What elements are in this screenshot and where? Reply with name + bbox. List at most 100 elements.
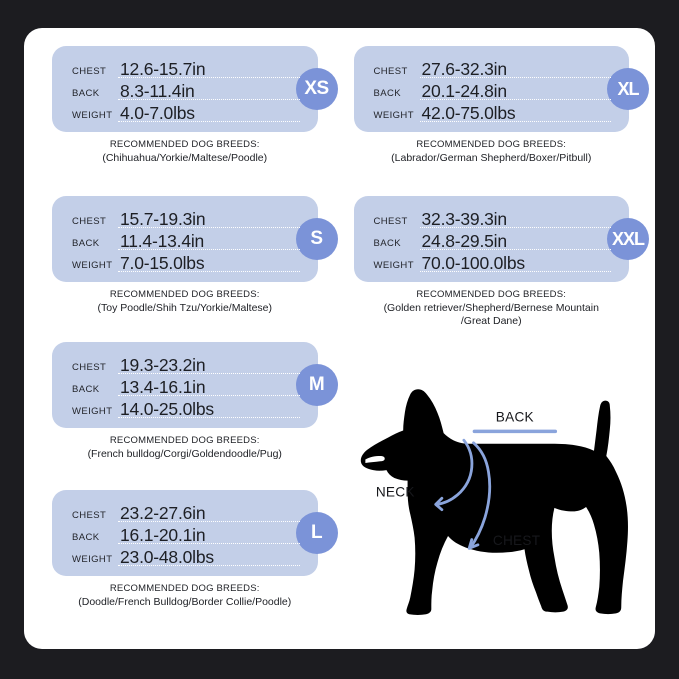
card-row-weight: WEIGHT 42.0-75.0lbs [374, 101, 616, 123]
card-row-back: BACK 13.4-16.1in [72, 375, 304, 397]
breeds-xs: RECOMMENDED DOG BREEDS: (Chihuahua/Yorki… [52, 139, 318, 165]
row-label-weight: WEIGHT [72, 406, 113, 417]
card-row-weight: WEIGHT 4.0-7.0lbs [72, 101, 304, 123]
leader-line [118, 227, 300, 228]
size-block-l: CHEST 23.2-27.6in BACK 16.1-20.1in WEIGH… [52, 490, 338, 609]
row-label-weight: WEIGHT [373, 110, 414, 121]
breeds-header: RECOMMENDED DOG BREEDS: [109, 139, 260, 150]
card-row-chest: CHEST 23.2-27.6in [72, 501, 304, 523]
row-label-weight: WEIGHT [72, 260, 113, 271]
row-label-back: BACK [72, 532, 100, 543]
chest-measure-arrow [467, 538, 479, 550]
size-card-xxl[interactable]: CHEST 32.3-39.3in BACK 24.8-29.5in WEIGH… [353, 196, 649, 282]
row-label-chest: CHEST [72, 66, 107, 77]
dog-mouth-icon [364, 456, 385, 464]
size-badge-m: M [295, 364, 338, 406]
size-card-xs[interactable]: CHEST 12.6-15.7in BACK 8.3-11.4in WEIGHT… [52, 46, 338, 132]
leader-line [118, 121, 300, 122]
leader-line [118, 395, 300, 396]
size-block-s: CHEST 15.7-19.3in BACK 11.4-13.4in WEIGH… [52, 196, 338, 315]
card-row-back: BACK 8.3-11.4in [72, 79, 304, 101]
size-card-xl[interactable]: CHEST 27.6-32.3in BACK 20.1-24.8in WEIGH… [353, 46, 649, 132]
breeds-list-cont: /Great Dane) [460, 315, 522, 328]
size-badge-xl: XL [607, 68, 649, 110]
card-row-chest: CHEST 12.6-15.7in [72, 57, 304, 79]
row-value-back: 11.4-13.4in [120, 230, 205, 251]
row-value-chest: 12.6-15.7in [120, 58, 206, 79]
leader-line [419, 121, 611, 122]
size-badge-s: S [295, 218, 338, 260]
size-block-xl: CHEST 27.6-32.3in BACK 20.1-24.8in WEIGH… [353, 46, 649, 165]
label-neck: NECK [375, 484, 414, 499]
leader-line [118, 565, 300, 566]
size-badge-l: L [295, 512, 338, 554]
size-card-l[interactable]: CHEST 23.2-27.6in BACK 16.1-20.1in WEIGH… [52, 490, 338, 576]
row-label-chest: CHEST [72, 362, 107, 373]
breeds-m: RECOMMENDED DOG BREEDS: (French bulldog/… [52, 435, 318, 461]
leader-line [419, 99, 611, 100]
row-value-back: 20.1-24.8in [421, 80, 508, 101]
card-row-weight: WEIGHT 14.0-25.0lbs [72, 397, 304, 419]
size-card-s[interactable]: CHEST 15.7-19.3in BACK 11.4-13.4in WEIGH… [52, 196, 338, 282]
leader-line [419, 77, 611, 78]
card-row-back: BACK 24.8-29.5in [374, 229, 616, 251]
row-label-chest: CHEST [373, 216, 408, 227]
dog-diagram: BACK NECK CHEST [346, 376, 642, 631]
breeds-list: (Labrador/German Shepherd/Boxer/Pitbull) [391, 151, 592, 164]
leader-line [118, 77, 300, 78]
breeds-header: RECOMMENDED DOG BREEDS: [416, 139, 567, 150]
breeds-s: RECOMMENDED DOG BREEDS: (Toy Poodle/Shih… [52, 289, 318, 315]
row-label-weight: WEIGHT [373, 260, 414, 271]
card-row-back: BACK 20.1-24.8in [374, 79, 616, 101]
row-label-back: BACK [72, 384, 100, 395]
label-chest: CHEST [492, 533, 539, 548]
neck-measure-arrow [433, 496, 443, 512]
leader-line [118, 543, 300, 544]
breeds-list: (French bulldog/Corgi/Goldendoodle/Pug) [87, 447, 282, 460]
neck-measure-line [434, 438, 473, 506]
card-row-chest: CHEST 15.7-19.3in [72, 207, 304, 229]
row-value-back: 24.8-29.5in [421, 230, 508, 251]
row-value-weight: 14.0-25.0lbs [120, 398, 214, 419]
white-panel: CHEST 12.6-15.7in BACK 8.3-11.4in WEIGHT… [24, 28, 655, 649]
size-badge-xs: XS [295, 68, 338, 110]
card-row-back: BACK 16.1-20.1in [72, 523, 304, 545]
card-row-chest: CHEST 19.3-23.2in [72, 353, 304, 375]
leader-line [118, 417, 300, 418]
breeds-header: RECOMMENDED DOG BREEDS: [109, 583, 260, 594]
row-value-chest: 32.3-39.3in [421, 208, 508, 229]
breeds-header: RECOMMENDED DOG BREEDS: [109, 289, 260, 300]
breeds-list: (Toy Poodle/Shih Tzu/Yorkie/Maltese) [97, 301, 272, 314]
row-value-weight: 70.0-100.0lbs [421, 252, 526, 273]
breeds-header: RECOMMENDED DOG BREEDS: [416, 289, 567, 300]
row-value-weight: 23.0-48.0lbs [120, 546, 214, 567]
row-value-weight: 42.0-75.0lbs [421, 102, 516, 123]
left-column: CHEST 12.6-15.7in BACK 8.3-11.4in WEIGHT… [24, 28, 340, 649]
dog-silhouette-icon [360, 389, 628, 615]
row-value-chest: 15.7-19.3in [120, 208, 206, 229]
row-value-back: 16.1-20.1in [120, 524, 206, 545]
leader-line [118, 249, 300, 250]
row-label-weight: WEIGHT [72, 110, 113, 121]
row-label-back: BACK [72, 238, 100, 249]
chest-measure-line [468, 441, 491, 550]
leader-line [419, 249, 611, 250]
row-value-chest: 19.3-23.2in [120, 354, 206, 375]
leader-line [419, 271, 611, 272]
breeds-list: (Doodle/French Bulldog/Border Collie/Poo… [78, 595, 292, 608]
breeds-list: (Golden retriever/Shepherd/Bernese Mount… [383, 301, 599, 314]
card-row-weight: WEIGHT 23.0-48.0lbs [72, 545, 304, 567]
right-column: CHEST 27.6-32.3in BACK 20.1-24.8in WEIGH… [340, 28, 656, 649]
size-card-m[interactable]: CHEST 19.3-23.2in BACK 13.4-16.1in WEIGH… [52, 342, 338, 428]
size-block-xs: CHEST 12.6-15.7in BACK 8.3-11.4in WEIGHT… [52, 46, 338, 165]
row-label-back: BACK [72, 88, 100, 99]
chart-content: CHEST 12.6-15.7in BACK 8.3-11.4in WEIGHT… [24, 28, 655, 649]
leader-line [419, 227, 611, 228]
leader-line [118, 99, 300, 100]
row-label-chest: CHEST [72, 510, 107, 521]
size-block-xxl: CHEST 32.3-39.3in BACK 24.8-29.5in WEIGH… [353, 196, 649, 329]
row-value-chest: 27.6-32.3in [421, 58, 508, 79]
card-row-chest: CHEST 27.6-32.3in [374, 57, 616, 79]
size-block-m: CHEST 19.3-23.2in BACK 13.4-16.1in WEIGH… [52, 342, 338, 461]
